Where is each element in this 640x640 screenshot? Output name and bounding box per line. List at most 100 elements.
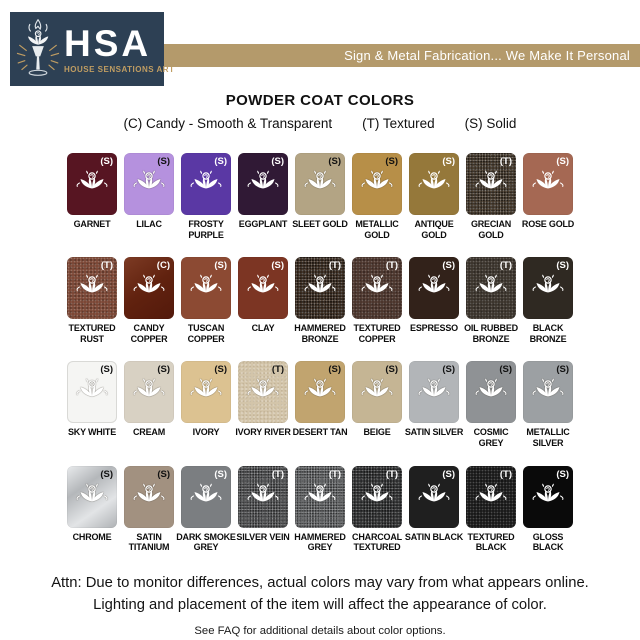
swatch-cell: (S) BEIGE	[352, 361, 402, 448]
swatch-name: GRECIAN GOLD	[470, 219, 512, 240]
finish-type-label: (S)	[556, 364, 569, 376]
swatch-cell: (S) GLOSS BLACK	[523, 465, 573, 553]
finish-type-label: (S)	[556, 156, 569, 167]
swatch-cell: (S) TUSCAN COPPER	[181, 257, 231, 344]
color-swatch-gloss-black: (S)	[523, 465, 573, 528]
swatch-cell: (T) TEXTURED RUST	[67, 257, 117, 344]
swatch-cell: (S) ROSE GOLD	[522, 153, 574, 240]
disclaimer-line-2: Lighting and placement of the item will …	[93, 597, 547, 614]
lotus-icon	[361, 378, 393, 397]
lotus-icon	[532, 483, 564, 502]
swatch-cell: (S) GARNET	[67, 153, 117, 240]
color-swatch-candy-copper: (C)	[124, 257, 174, 320]
swatch-name: OIL RUBBED BRONZE	[464, 323, 518, 344]
swatch-name: BEIGE	[363, 427, 391, 438]
swatch-name: FROSTY PURPLE	[188, 219, 224, 240]
swatch-name: SATIN TITANIUM	[128, 531, 170, 553]
finish-type-label: (S)	[385, 156, 398, 167]
lotus-icon	[361, 274, 393, 293]
swatch-name: GARNET	[73, 219, 111, 229]
finish-type-label: (S)	[271, 156, 284, 167]
swatch-name: CLAY	[251, 323, 275, 334]
swatch-grid: (S) GARNET (S) LI	[0, 153, 640, 553]
finish-legend: (C) Candy - Smooth & Transparent (T) Tex…	[0, 116, 640, 131]
monitor-disclaimer: Attn: Due to monitor differences, actual…	[0, 572, 640, 616]
lotus-icon	[418, 378, 450, 397]
swatch-name: GLOSS BLACK	[532, 531, 564, 553]
logo-text: HSA HOUSE SENSATIONS ART	[64, 25, 174, 74]
swatch-cell: (S) COSMIC GREY	[466, 361, 516, 448]
swatch-name: SLEET GOLD	[292, 219, 348, 229]
color-swatch-oil-rubbed-bronze: (T)	[466, 257, 516, 320]
color-swatch-metallic-gold: (S)	[352, 153, 402, 215]
swatch-cell: (T) CHARCOAL TEXTURED	[352, 465, 402, 553]
finish-type-label: (T)	[385, 260, 398, 272]
swatch-name: METALLIC GOLD	[355, 219, 399, 240]
finish-type-label: (S)	[442, 364, 455, 376]
finish-type-label: (T)	[499, 468, 512, 480]
swatch-name: CHARCOAL TEXTURED	[352, 531, 402, 553]
color-swatch-rose-gold: (S)	[523, 153, 573, 215]
finish-type-label: (S)	[214, 260, 227, 272]
color-swatch-dark-smoke-grey: (S)	[181, 465, 231, 528]
finish-type-label: (S)	[328, 156, 341, 167]
lotus-icon	[190, 170, 222, 189]
finish-type-label: (T)	[271, 468, 284, 480]
color-swatch-satin-silver: (S)	[409, 361, 459, 424]
swatch-cell: (S) DARK SMOKE GREY	[176, 465, 236, 553]
swatch-cell: (S) SATIN BLACK	[405, 465, 463, 553]
lotus-icon	[532, 274, 564, 293]
tagline-banner: Sign & Metal Fabrication... We Make It P…	[164, 44, 640, 67]
legend-solid: (S) Solid	[464, 116, 517, 131]
header: HSA HOUSE SENSATIONS ART Sign & Metal Fa…	[0, 0, 640, 88]
lotus-icon	[304, 170, 336, 189]
swatch-cell: (S) ANTIQUE GOLD	[409, 153, 459, 240]
lotus-icon	[133, 274, 165, 293]
swatch-cell: (T) HAMMERED BRONZE	[294, 257, 346, 344]
swatch-name: HAMMERED BRONZE	[294, 323, 346, 344]
color-swatch-satin-titanium: (S)	[124, 465, 174, 528]
lotus-icon	[475, 378, 507, 397]
color-swatch-antique-gold: (S)	[409, 153, 459, 215]
finish-type-label: (S)	[157, 156, 170, 167]
finish-type-label: (S)	[100, 364, 113, 376]
swatch-cell: (S) CREAM	[124, 361, 174, 448]
color-swatch-textured-rust: (T)	[67, 257, 117, 320]
swatch-name: ANTIQUE GOLD	[414, 219, 454, 240]
hsa-logo: HSA HOUSE SENSATIONS ART	[10, 12, 174, 86]
swatch-name: TEXTURED BLACK	[467, 531, 515, 553]
swatch-cell: (S) EGGPLANT	[238, 153, 288, 240]
color-swatch-cream: (S)	[124, 361, 174, 424]
swatch-name: DESERT TAN	[292, 427, 348, 438]
lotus-torch-icon	[16, 19, 60, 76]
color-swatch-hammered-grey: (T)	[295, 465, 345, 528]
finish-type-label: (S)	[100, 468, 113, 480]
color-swatch-satin-black: (S)	[409, 465, 459, 528]
swatch-name: COSMIC GREY	[473, 427, 509, 449]
finish-type-label: (S)	[499, 364, 512, 376]
swatch-cell: (T) TEXTURED BLACK	[466, 465, 516, 553]
swatch-cell: (S) FROSTY PURPLE	[181, 153, 231, 240]
lotus-icon	[133, 170, 165, 189]
color-swatch-grecian-gold: (T)	[466, 153, 516, 215]
swatch-cell: (T) GRECIAN GOLD	[466, 153, 516, 240]
finish-type-label: (T)	[385, 468, 398, 480]
finish-type-label: (S)	[214, 468, 227, 480]
swatch-name: SILVER VEIN	[236, 531, 290, 542]
page-title: POWDER COAT COLORS	[225, 92, 415, 109]
finish-type-label: (T)	[271, 364, 284, 376]
swatch-cell: (S) METALLIC GOLD	[352, 153, 402, 240]
finish-type-label: (S)	[442, 468, 455, 480]
finish-type-label: (T)	[499, 260, 512, 272]
color-swatch-cosmic-grey: (S)	[466, 361, 516, 424]
finish-type-label: (S)	[271, 260, 284, 272]
lotus-icon	[475, 170, 507, 189]
lotus-icon	[475, 483, 507, 502]
swatch-cell: (T) TEXTURED COPPER	[352, 257, 402, 344]
swatch-name: CHROME	[72, 531, 112, 542]
lotus-icon	[304, 274, 336, 293]
lotus-icon	[247, 483, 279, 502]
swatch-cell: (S) SATIN SILVER	[405, 361, 463, 448]
finish-type-label: (T)	[499, 156, 512, 167]
